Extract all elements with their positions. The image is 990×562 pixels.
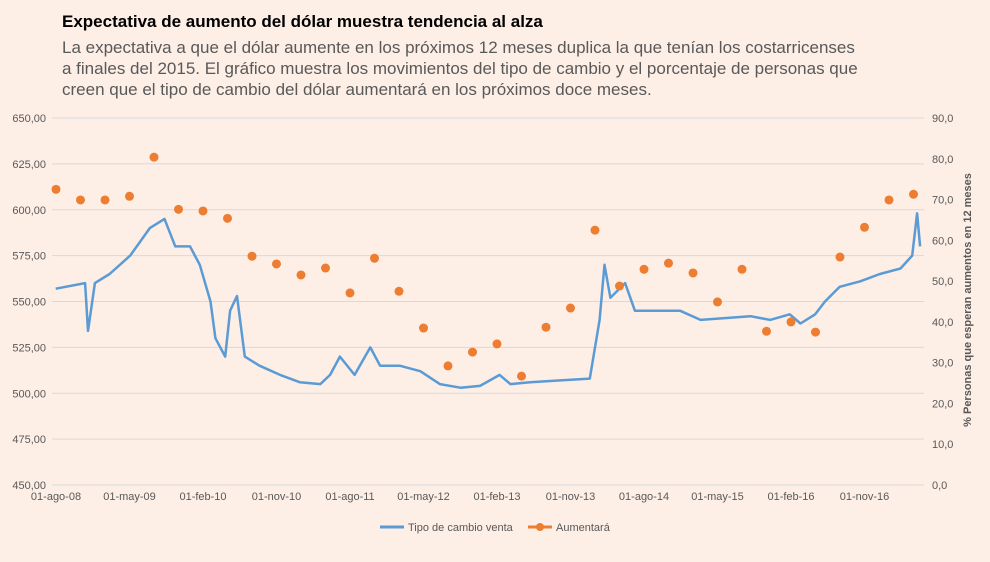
- aumentara-point: [737, 264, 747, 274]
- x-tick-label: 01-may-12: [397, 491, 450, 503]
- x-tick-label: 01-ago-14: [619, 491, 669, 503]
- aumentara-point: [321, 263, 330, 273]
- y-tick-label: 450,00: [12, 480, 46, 492]
- y2-tick-label: 0,0: [932, 480, 947, 492]
- x-tick-label: 01-ago-11: [325, 491, 374, 503]
- aumentara-point: [835, 252, 845, 262]
- aumentara-point: [688, 268, 698, 278]
- y-tick-label: 475,00: [12, 434, 46, 446]
- right-axis-label: % Personas que esperan aumentos en 12 me…: [962, 173, 974, 427]
- aumentara-point: [76, 195, 85, 205]
- y-tick-label: 525,00: [12, 342, 46, 354]
- aumentara-point: [296, 270, 306, 280]
- y-tick-label: 500,00: [12, 388, 46, 400]
- aumentara-point: [272, 259, 281, 269]
- y2-tick-label: 10,0: [932, 439, 953, 451]
- aumentara-point: [443, 361, 453, 371]
- x-tick-label: 01-may-15: [691, 491, 744, 503]
- aumentara-point: [811, 327, 820, 337]
- aumentara-point: [100, 195, 110, 205]
- x-tick-label: 01-nov-13: [546, 491, 596, 503]
- aumentara-point: [639, 264, 649, 274]
- x-tick-label: 01-feb-10: [179, 491, 226, 503]
- aumentara-point: [664, 258, 673, 268]
- aumentara-point: [345, 288, 355, 298]
- aumentara-point: [198, 206, 208, 216]
- x-tick-label: 01-feb-16: [767, 491, 814, 503]
- aumentara-point: [713, 297, 722, 307]
- gridlines: [52, 117, 924, 486]
- aumentara-point: [517, 371, 526, 381]
- legend-label-tipo-cambio: Tipo de cambio venta: [408, 522, 514, 534]
- chart-title: Expectativa de aumento del dólar muestra…: [62, 12, 543, 31]
- x-tick-label: 01-feb-13: [473, 491, 520, 503]
- aumentara-point: [786, 317, 796, 327]
- aumentara-point: [615, 281, 624, 291]
- exchange-rate-line: [55, 212, 922, 389]
- left-axis: 450,00 475,00 500,00 525,00 550,00 575,00 600,…: [12, 113, 46, 492]
- y-tick-label: 625,00: [12, 159, 46, 171]
- aumentara-point: [51, 184, 61, 194]
- legend-dot-swatch: [536, 523, 544, 531]
- aumentara-point: [149, 152, 159, 162]
- aumentara-point: [566, 303, 575, 313]
- aumentara-point: [125, 191, 134, 201]
- y2-tick-label: 70,0: [932, 195, 953, 207]
- right-axis: 0,0 10,0 20,0 30,0 40,0 50,0 60,0 70,0 80,0 90,0: [932, 113, 953, 492]
- y2-tick-label: 20,0: [932, 398, 953, 410]
- legend-label-aumentara: Aumentará: [556, 522, 611, 534]
- x-tick-label: 01-may-09: [103, 491, 156, 503]
- x-tick-label: 01-ago-08: [31, 491, 81, 503]
- aumentara-point: [419, 323, 428, 333]
- y2-tick-label: 60,0: [932, 235, 953, 247]
- y-tick-label: 650,00: [12, 113, 46, 125]
- aumentara-point: [468, 347, 477, 357]
- aumentara-point: [394, 286, 404, 296]
- aumentara-points: [51, 152, 918, 381]
- y-tick-label: 575,00: [12, 251, 46, 263]
- aumentara-point: [909, 189, 918, 199]
- aumentara-point: [492, 339, 502, 349]
- y-tick-label: 550,00: [12, 297, 46, 309]
- x-tick-label: 01-nov-10: [252, 491, 302, 503]
- aumentara-point: [541, 322, 551, 332]
- legend: Tipo de cambio venta Aumentará: [380, 522, 611, 534]
- aumentara-point: [762, 326, 771, 336]
- aumentara-point: [590, 225, 600, 235]
- y2-tick-label: 30,0: [932, 358, 953, 370]
- aumentara-point: [370, 253, 379, 263]
- y2-tick-label: 40,0: [932, 317, 953, 329]
- x-tick-label: 01-nov-16: [840, 491, 890, 503]
- y-tick-label: 600,00: [12, 205, 46, 217]
- aumentara-point: [860, 222, 869, 232]
- y2-tick-label: 90,0: [932, 113, 953, 125]
- aumentara-point: [174, 204, 183, 214]
- chart-subtitle: La expectativa a que el dólar aumente en…: [62, 38, 858, 99]
- y2-tick-label: 80,0: [932, 154, 953, 166]
- aumentara-point: [223, 213, 232, 223]
- aumentara-point: [884, 195, 894, 205]
- aumentara-point: [247, 251, 257, 261]
- y2-tick-label: 50,0: [932, 276, 953, 288]
- x-axis: 01-ago-08 01-may-09 01-feb-10 01-nov-10 01-a…: [31, 491, 889, 503]
